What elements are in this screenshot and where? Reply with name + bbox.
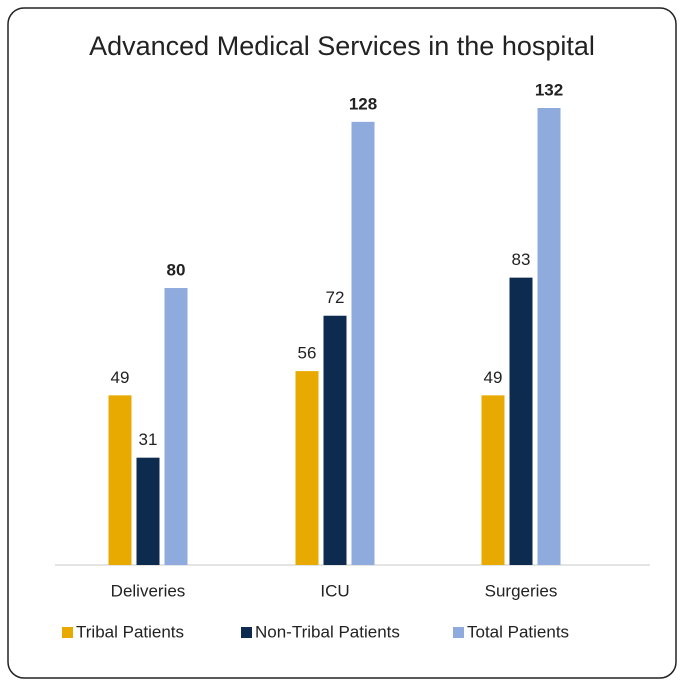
data-label: 49: [111, 368, 130, 387]
bar: [108, 395, 132, 565]
legend-label: Non-Tribal Patients: [255, 622, 400, 641]
data-label: 132: [535, 80, 563, 99]
bar: [509, 277, 533, 565]
data-label: 128: [349, 94, 377, 113]
bar: [295, 371, 319, 565]
x-tick-label: Deliveries: [111, 581, 186, 600]
legend-label: Tribal Patients: [76, 622, 184, 641]
bar: [136, 457, 160, 565]
bar: [323, 315, 347, 565]
data-label: 83: [512, 250, 531, 269]
data-label: 31: [139, 430, 158, 449]
x-tick-label: ICU: [320, 581, 349, 600]
legend-swatch: [453, 627, 464, 638]
data-label: 56: [298, 344, 317, 363]
bar: [351, 121, 375, 566]
chart-title: Advanced Medical Services in the hospita…: [89, 31, 595, 61]
bar: [164, 288, 188, 565]
legend-swatch: [62, 627, 73, 638]
legend-swatch: [241, 627, 252, 638]
x-tick-label: Surgeries: [485, 581, 558, 600]
legend-label: Total Patients: [467, 622, 569, 641]
data-label: 72: [326, 288, 345, 307]
bar: [481, 395, 505, 565]
data-label: 49: [484, 368, 503, 387]
data-label: 80: [167, 261, 186, 280]
bar: [537, 108, 561, 565]
